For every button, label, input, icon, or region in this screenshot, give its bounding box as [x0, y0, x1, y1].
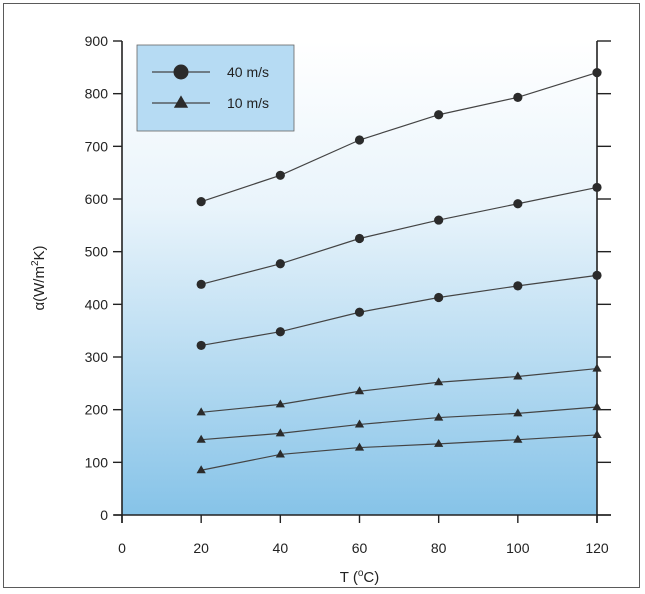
axes [114, 41, 611, 523]
data-point [513, 281, 523, 291]
series-line [201, 406, 598, 441]
y-axis-title-end: K) [31, 245, 48, 260]
legend: 40 m/s 10 m/s [136, 44, 295, 132]
data-point [434, 110, 444, 120]
legend-marker-triangle [173, 95, 189, 108]
y-axis-title-sup: 2 [30, 260, 41, 266]
series-2 [196, 182, 602, 289]
data-point [592, 429, 602, 438]
x-tick-label: 120 [585, 540, 609, 556]
legend-label: 40 m/s [227, 64, 269, 80]
data-point [592, 363, 602, 372]
series-line [201, 434, 598, 471]
data-point [275, 399, 285, 408]
data-point [434, 438, 444, 447]
data-point [196, 434, 206, 443]
data-point [592, 402, 602, 411]
y-axis-title-start: α(W/m [31, 266, 48, 311]
y-tick-label: 0 [100, 507, 108, 523]
series-line [200, 72, 598, 203]
x-tick-label: 40 [273, 540, 289, 556]
data-point [434, 292, 444, 303]
x-axis-title-end: C) [363, 569, 379, 586]
data-point [354, 386, 365, 395]
x-tick-label: 100 [506, 540, 530, 556]
data-point [434, 215, 444, 225]
data-point [275, 428, 285, 437]
data-point [592, 270, 602, 280]
data-point [513, 371, 523, 380]
data-point [513, 408, 523, 417]
legend-box [136, 44, 295, 132]
data-point [513, 92, 523, 102]
data-point [196, 407, 206, 416]
series-layer [196, 68, 602, 474]
data-point [354, 419, 365, 428]
series-1 [196, 68, 602, 207]
series-line [201, 367, 598, 413]
y-axis-title: α(W/m2K) [30, 245, 48, 310]
data-point [275, 259, 285, 269]
data-point [354, 307, 365, 317]
x-axis-title-start: T ( [340, 569, 358, 586]
series-3 [196, 270, 602, 351]
data-point [592, 182, 602, 193]
y-tick-label: 800 [85, 86, 109, 102]
series-line [201, 186, 598, 285]
series-6 [196, 429, 602, 474]
data-point [592, 68, 602, 78]
data-point [354, 442, 365, 451]
y-tick-label: 500 [85, 244, 109, 260]
data-point [434, 377, 444, 386]
y-tick-label: 700 [85, 138, 109, 154]
legend-label: 10 m/s [227, 95, 269, 111]
data-point [275, 449, 285, 458]
data-point [513, 199, 523, 209]
data-point [196, 465, 206, 474]
y-tick-label: 100 [85, 454, 109, 470]
y-tick-label: 900 [85, 33, 109, 49]
data-point [196, 340, 206, 351]
x-axis-title-sup: o [358, 568, 364, 579]
data-point [275, 327, 285, 337]
data-point [196, 279, 206, 289]
y-tick-label: 400 [85, 296, 109, 312]
x-tick-label: 0 [118, 540, 126, 556]
y-tick-label: 200 [85, 402, 109, 418]
x-tick-label: 60 [352, 540, 368, 556]
data-point [354, 233, 365, 244]
x-axis-title: T (oC) [340, 568, 379, 586]
y-tick-label: 600 [85, 191, 109, 207]
data-point [513, 434, 523, 443]
data-point [434, 412, 444, 421]
data-point [196, 197, 206, 207]
legend-marker-circle [173, 64, 189, 80]
series-4 [196, 363, 602, 416]
series-line [201, 274, 598, 347]
x-tick-label: 20 [193, 540, 209, 556]
data-point [354, 135, 365, 145]
x-tick-label: 80 [431, 540, 447, 556]
ticks: 0 100 200 300 400 500 600 700 800 900 0 20 40 60 80 100… [85, 33, 611, 556]
series-5 [196, 402, 602, 443]
data-point [275, 170, 285, 180]
y-tick-label: 300 [85, 349, 109, 365]
